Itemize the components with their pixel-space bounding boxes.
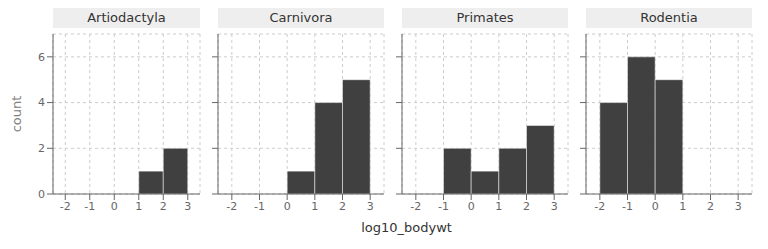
svg-text:2: 2 <box>160 200 167 213</box>
svg-text:3: 3 <box>184 200 191 213</box>
svg-text:-2: -2 <box>60 200 71 213</box>
svg-text:1: 1 <box>679 200 686 213</box>
svg-text:3: 3 <box>551 200 558 213</box>
html-text:Rodentia: Rodentia <box>640 10 698 25</box>
svg-text:-2: -2 <box>226 200 237 213</box>
svg-text:6: 6 <box>38 51 45 64</box>
svg-text:1: 1 <box>135 200 142 213</box>
svg-text:1: 1 <box>311 200 318 213</box>
svg-text:1: 1 <box>495 200 502 213</box>
svg-text:-2: -2 <box>594 200 605 213</box>
svg-text:0: 0 <box>38 188 45 201</box>
html-text:Primates: Primates <box>456 10 514 25</box>
svg-text:-1: -1 <box>254 200 265 213</box>
svg-text:0: 0 <box>284 200 291 213</box>
svg-text:0: 0 <box>468 200 475 213</box>
svg-text:3: 3 <box>367 200 374 213</box>
svg-text:0: 0 <box>111 200 118 213</box>
svg-text:2: 2 <box>38 142 45 155</box>
svg-text:2: 2 <box>523 200 530 213</box>
svg-text:-1: -1 <box>438 200 449 213</box>
html-text:Carnivora: Carnivora <box>269 10 333 25</box>
svg-text:2: 2 <box>339 200 346 213</box>
svg-text:3: 3 <box>735 200 742 213</box>
svg-text:-1: -1 <box>622 200 633 213</box>
svg-text:-1: -1 <box>84 200 95 213</box>
svg-text:0: 0 <box>652 200 659 213</box>
svg-text:4: 4 <box>38 96 45 109</box>
html-text:log10_bodywt: log10_bodywt <box>361 220 452 235</box>
svg-text:-2: -2 <box>410 200 421 213</box>
html-text:Artiodactyla: Artiodactyla <box>87 10 166 25</box>
svg-text:count: count <box>9 96 24 133</box>
svg-text:2: 2 <box>707 200 714 213</box>
